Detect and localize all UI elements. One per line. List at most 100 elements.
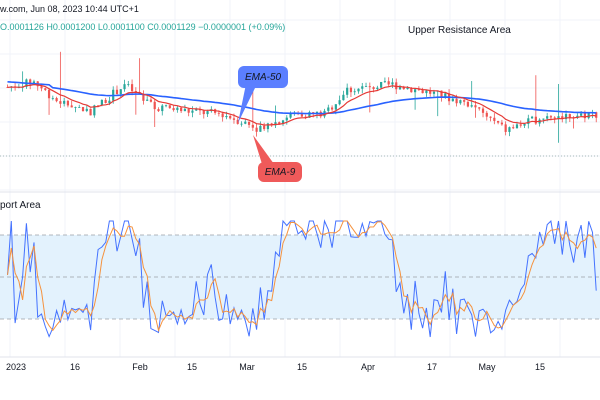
candle-body (172, 108, 175, 111)
candle (138, 58, 141, 95)
candle-body (97, 105, 100, 107)
x-tick-label: 16 (69, 362, 81, 372)
candle (497, 120, 500, 125)
candle-body (142, 93, 145, 101)
candle-body (134, 91, 137, 92)
candle-body (376, 87, 379, 90)
candle-body (232, 118, 236, 120)
candle (164, 104, 168, 108)
candle (213, 108, 217, 115)
candle-body (383, 81, 387, 83)
ema-9-line (7, 83, 597, 126)
candle (55, 96, 58, 103)
candle (561, 112, 564, 123)
candle-body (444, 93, 447, 98)
candle-body (157, 109, 160, 112)
candle-body (259, 125, 262, 132)
candle (66, 99, 70, 108)
candle-body (440, 90, 443, 98)
candle-body (74, 107, 77, 108)
candle (512, 124, 515, 130)
candle-body (40, 86, 43, 89)
candle (478, 107, 481, 111)
ema9-callout-pointer (253, 135, 274, 164)
candle (421, 87, 424, 94)
candle (349, 86, 353, 97)
x-tick-label: 15 (186, 362, 198, 372)
candle (425, 89, 428, 97)
candle-body (130, 84, 134, 92)
candle (191, 106, 194, 118)
candle-body (289, 113, 292, 118)
candle-body (387, 81, 390, 85)
candle (21, 71, 24, 92)
candle (504, 121, 507, 136)
candle (206, 109, 209, 117)
candle-body (402, 86, 405, 90)
candle-body (470, 105, 473, 107)
candle-body (523, 123, 526, 126)
candle-body (236, 119, 239, 124)
candle-body (255, 127, 258, 132)
x-tick-label: Mar (239, 362, 255, 372)
stoch-k-line (7, 219, 597, 338)
candle-body (380, 81, 383, 88)
candle (259, 121, 262, 132)
candle-body (417, 89, 420, 91)
candle-body (413, 89, 417, 93)
candle-body (108, 100, 111, 103)
candle (380, 81, 383, 90)
candle-body (425, 90, 428, 94)
candle (89, 108, 92, 116)
candle-body (568, 114, 571, 118)
candle (361, 82, 364, 94)
x-tick-label: 2023 (5, 362, 27, 372)
candle-body (104, 99, 107, 103)
candle (481, 106, 485, 118)
candle-body (308, 112, 311, 118)
candle (285, 115, 288, 125)
candle-body (338, 100, 341, 105)
candle-body (455, 98, 458, 104)
candle (530, 115, 534, 119)
candle (330, 105, 334, 112)
candle-body (398, 86, 402, 90)
candle-body (515, 124, 519, 129)
candle (183, 104, 187, 112)
candle-body (146, 99, 149, 101)
candle-body (474, 105, 477, 108)
candle (244, 119, 247, 125)
candle (500, 119, 503, 126)
candle-body (127, 84, 130, 85)
candle-body (78, 107, 81, 108)
candle (519, 120, 522, 128)
candle-body (542, 118, 545, 120)
candle-body (119, 89, 122, 95)
candle (346, 83, 349, 98)
candle-body (583, 113, 587, 119)
ema9-callout: EMA-9 (258, 162, 302, 182)
candle (202, 109, 205, 119)
candle-body (576, 115, 579, 118)
candle (387, 77, 390, 88)
candle (210, 106, 213, 113)
candle (557, 83, 560, 143)
candle (81, 106, 85, 112)
candle (263, 122, 266, 131)
candle (255, 123, 258, 137)
candle-body (180, 107, 183, 112)
candle (47, 87, 51, 115)
ema50-callout-text: EMA-50 (244, 71, 282, 83)
candle (463, 97, 466, 106)
candle (538, 118, 541, 127)
candle-body (421, 90, 424, 94)
candle-body (217, 112, 220, 114)
x-tick-label: 15 (534, 362, 546, 372)
candle (451, 95, 454, 102)
candle-body (459, 100, 462, 104)
candle-body (63, 100, 66, 104)
candle-body (504, 124, 507, 132)
candle (459, 99, 462, 105)
candle-body (519, 124, 522, 126)
stoch-d-line (7, 220, 597, 333)
